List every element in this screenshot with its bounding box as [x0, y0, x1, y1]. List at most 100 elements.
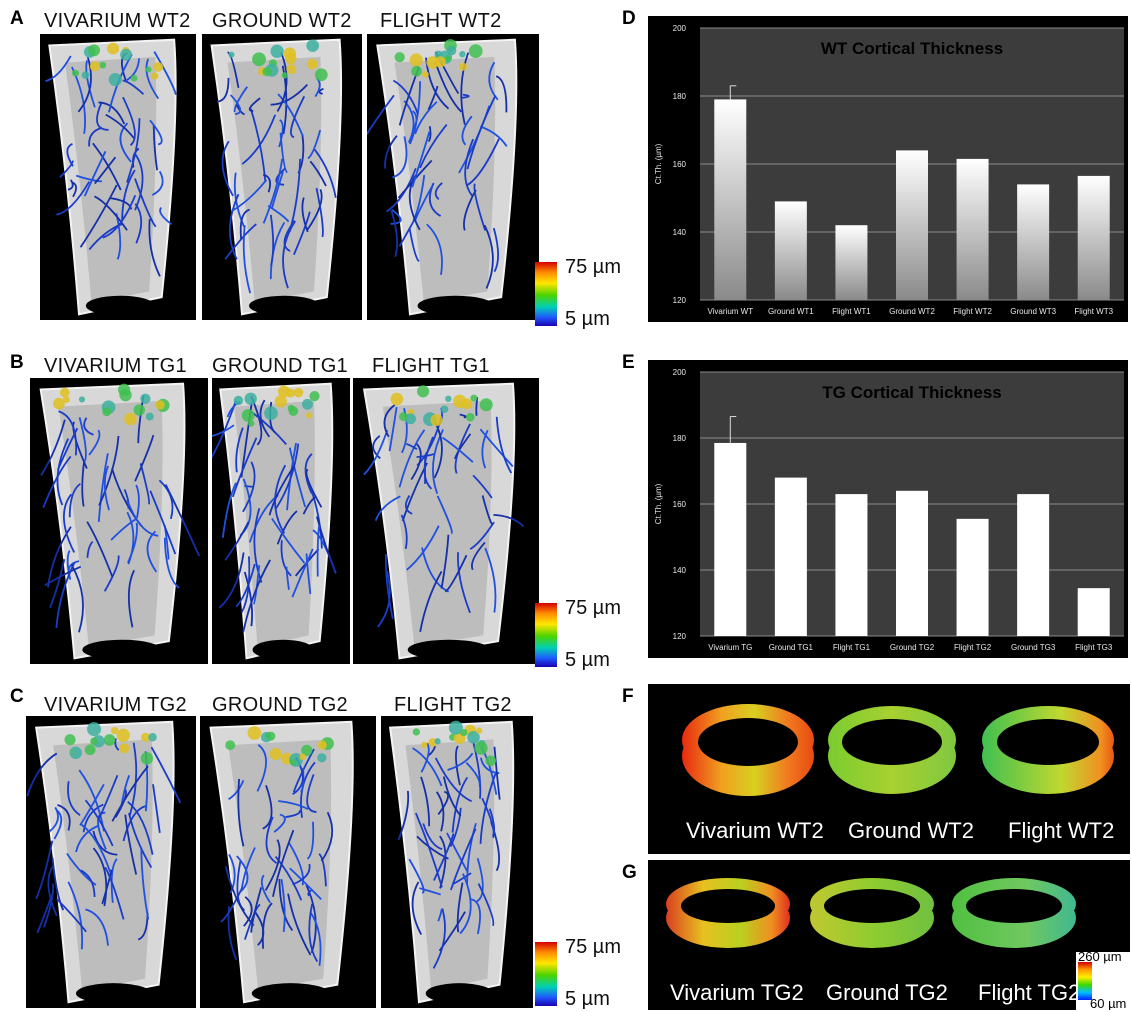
ring-vivarium-wt2: [682, 704, 814, 796]
ring-color-scale-bar: [1078, 962, 1092, 1000]
x-tick-label: Ground TG3: [1011, 643, 1056, 652]
chart-e-svg: 120 140 160 180 200 Ct.Th. (µm) TG Cortical Th…: [654, 368, 1124, 652]
y-tick-label: 160: [673, 500, 687, 509]
title-ground-tg2: GROUND TG2: [212, 694, 348, 716]
chart-title: WT Cortical Thickness: [821, 39, 1003, 58]
x-tick-label: Vivarium WT: [707, 307, 753, 316]
bone-illustration: [209, 720, 354, 1004]
title-vivarium-tg2: VIVARIUM TG2: [44, 694, 187, 716]
bone-image-flight-tg1: [353, 378, 539, 664]
y-tick-label: 140: [673, 566, 687, 575]
bone-illustration: [362, 382, 525, 660]
color-scale-c: 75 µm 5 µm: [535, 936, 625, 1012]
y-tick-label: 200: [673, 24, 687, 33]
bone-illustration: [39, 382, 201, 660]
bar: [896, 150, 928, 300]
ring-flight-tg2: [952, 878, 1076, 948]
chart-d-svg: 120 140 160 180 200 Ct.Th. (µm) WT Cortical Th…: [654, 24, 1124, 316]
y-axis-label: Ct.Th. (µm): [654, 143, 663, 184]
ring-images-tg2: [666, 878, 1076, 948]
bar: [1017, 494, 1050, 636]
bar: [896, 490, 928, 636]
panel-label-g: G: [622, 862, 637, 883]
label-vivarium-tg2: Vivarium TG2: [670, 980, 804, 1005]
title-ground-tg1: GROUND TG1: [212, 355, 348, 377]
chart-title: TG Cortical Thickness: [822, 383, 1002, 402]
ring-ground-wt2: [828, 706, 956, 794]
scale-min: 5 µm: [565, 988, 610, 1010]
panel-label-d: D: [622, 8, 636, 29]
panel-label-b: B: [10, 352, 24, 373]
bone-image-ground-tg1: [212, 378, 350, 664]
ring-flight-wt2: [982, 706, 1114, 794]
x-tick-label: Flight TG2: [954, 643, 992, 652]
y-axis-label: Ct.Th. (µm): [654, 483, 663, 524]
bone-image-flight-wt2: [367, 34, 539, 320]
label-ground-tg2: Ground TG2: [826, 980, 948, 1005]
title-flight-wt2: FLIGHT WT2: [380, 10, 502, 32]
y-tick-label: 200: [673, 368, 687, 377]
ring-panel-tg2: Vivarium TG2 Ground TG2 Flight TG2 260 µ…: [648, 860, 1130, 1010]
bone-illustration: [212, 382, 337, 660]
x-tick-label: Ground WT1: [768, 307, 814, 316]
color-scale-b: 75 µm 5 µm: [535, 597, 625, 673]
bone-illustration: [45, 38, 177, 316]
bar: [774, 477, 807, 636]
scale-max: 75 µm: [565, 597, 621, 619]
panel-label-a: A: [10, 8, 24, 29]
bone-illustration: [388, 720, 515, 1004]
scale-min: 5 µm: [565, 308, 610, 330]
label-vivarium-wt2: Vivarium WT2: [686, 818, 824, 843]
panel-label-e: E: [622, 352, 635, 373]
bar: [956, 158, 989, 300]
y-tick-label: 180: [673, 434, 687, 443]
title-vivarium-tg1: VIVARIUM TG1: [44, 355, 187, 377]
x-tick-label: Ground WT2: [889, 307, 935, 316]
chart-tg-cortical-thickness: 120 140 160 180 200 Ct.Th. (µm) TG Cortical Th…: [648, 360, 1128, 658]
ring-vivarium-tg2: [666, 878, 790, 948]
ring-panel-wt2: Vivarium WT2 Ground WT2 Flight WT2: [648, 684, 1130, 854]
x-tick-label: Ground TG2: [890, 643, 935, 652]
x-tick-label: Flight WT3: [1074, 307, 1113, 316]
bone-illustration: [26, 720, 182, 1004]
y-tick-label: 120: [673, 632, 687, 641]
x-tick-label: Ground TG1: [769, 643, 814, 652]
bar: [1077, 588, 1110, 636]
bar: [1077, 175, 1110, 300]
title-vivarium-wt2: VIVARIUM WT2: [44, 10, 191, 32]
bar: [774, 201, 807, 300]
label-flight-tg2: Flight TG2: [978, 980, 1081, 1005]
ring-ground-tg2: [810, 878, 934, 948]
title-ground-wt2: GROUND WT2: [212, 10, 352, 32]
bone-image-vivarium-tg2: [26, 716, 196, 1008]
bar: [714, 99, 747, 301]
color-scale-a: 75 µm 5 µm: [535, 256, 625, 332]
title-flight-tg1: FLIGHT TG1: [372, 355, 490, 377]
y-tick-label: 120: [673, 296, 687, 305]
panel-label-c: C: [10, 686, 24, 707]
bar: [835, 494, 868, 636]
chart-wt-cortical-thickness: 120 140 160 180 200 Ct.Th. (µm) WT Cortical Th…: [648, 16, 1128, 322]
bone-illustration: [210, 38, 343, 316]
x-tick-label: Flight TG1: [833, 643, 871, 652]
panel-label-f: F: [622, 686, 634, 707]
bar: [956, 518, 989, 636]
ring-scale-min: 60 µm: [1090, 996, 1127, 1010]
bone-image-flight-tg2: [381, 716, 533, 1008]
y-tick-label: 140: [673, 228, 687, 237]
bone-image-ground-tg2: [200, 716, 376, 1008]
label-ground-wt2: Ground WT2: [848, 818, 974, 843]
title-flight-tg2: FLIGHT TG2: [394, 694, 512, 716]
scale-max: 75 µm: [565, 256, 621, 278]
bone-image-vivarium-wt2: [40, 34, 196, 320]
x-tick-label: Flight TG3: [1075, 643, 1113, 652]
x-tick-label: Vivarium TG: [708, 643, 752, 652]
x-tick-label: Flight WT1: [832, 307, 871, 316]
bone-illustration: [367, 38, 518, 316]
bar: [835, 225, 868, 300]
x-tick-label: Ground WT3: [1010, 307, 1056, 316]
bar: [714, 442, 747, 636]
x-tick-label: Flight WT2: [953, 307, 992, 316]
y-tick-label: 160: [673, 160, 687, 169]
bone-image-ground-wt2: [202, 34, 362, 320]
